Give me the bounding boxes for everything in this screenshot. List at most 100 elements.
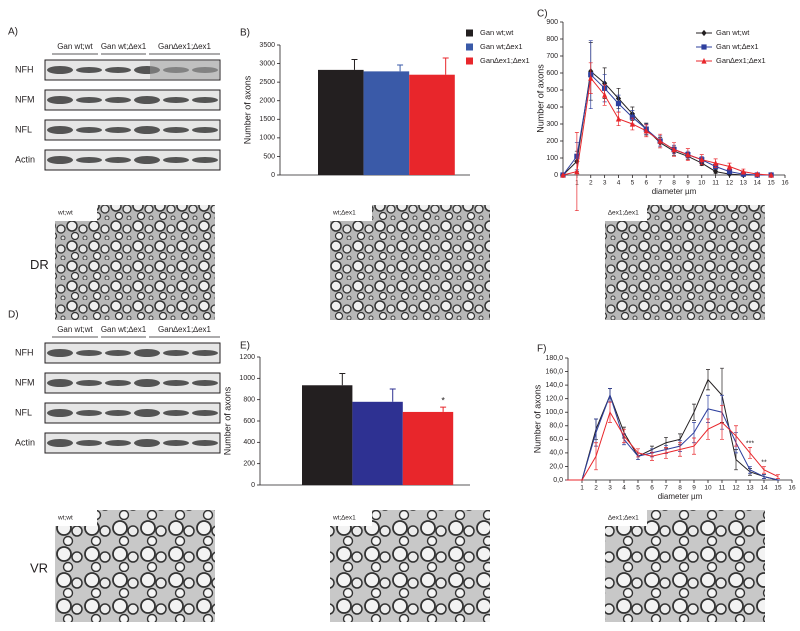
micrograph — [55, 510, 215, 622]
x-tick-label: 2 — [594, 485, 598, 492]
blot-band — [47, 66, 73, 74]
x-tick-label: 1 — [580, 485, 584, 492]
panel-label: C) — [537, 9, 548, 20]
row-label: Actin — [15, 154, 35, 164]
annotation: ** — [761, 459, 767, 466]
x-tick-label: 9 — [686, 180, 690, 187]
micrograph-inset — [55, 205, 97, 221]
line — [562, 76, 772, 176]
y-tick-label: 1000 — [239, 375, 255, 382]
group-label: Gan wt;wt — [57, 42, 93, 51]
error-bar — [706, 418, 710, 440]
group-label: Gan∆ex1;∆ex1 — [158, 42, 211, 51]
y-tick-label: 2000 — [259, 98, 275, 105]
blot-band — [134, 349, 160, 357]
annotation: *** — [746, 440, 754, 447]
legend-label: Gan wt;∆ex1 — [480, 42, 523, 51]
y-tick-label: 900 — [546, 19, 558, 26]
x-tick-label: 8 — [672, 180, 676, 187]
marker — [615, 115, 622, 122]
micrograph — [330, 205, 490, 320]
micrograph-label: ∆ex1;∆ex1 — [608, 210, 639, 217]
x-tick-label: 10 — [698, 180, 706, 187]
legend-label: Gan wt;∆ex1 — [716, 42, 759, 51]
row-label: Actin — [15, 437, 35, 447]
y-tick-label: 500 — [546, 87, 558, 94]
blot-band — [192, 157, 218, 163]
marker — [726, 163, 733, 170]
legend-label: Gan wt;wt — [716, 28, 750, 37]
blot-band — [105, 440, 131, 446]
blot-band — [192, 97, 218, 103]
blot-band — [47, 156, 73, 164]
blot-band — [105, 380, 131, 386]
y-tick-label: 20,0 — [549, 463, 563, 470]
blot-band — [76, 67, 102, 73]
blot-band — [163, 440, 189, 446]
x-tick-label: 9 — [692, 485, 696, 492]
micrograph — [605, 510, 765, 622]
y-tick-label: 2500 — [259, 79, 275, 86]
x-tick-label: 7 — [658, 180, 662, 187]
x-tick-label: 16 — [781, 180, 789, 187]
blot-band — [163, 157, 189, 163]
x-tick-label: 15 — [768, 180, 776, 187]
blot — [44, 89, 221, 111]
blot-band — [105, 127, 131, 133]
row-label: NFH — [15, 64, 34, 74]
error-bar — [351, 58, 358, 70]
micrograph-inset — [55, 510, 97, 526]
blot-band — [134, 379, 160, 387]
panel-label: B) — [240, 28, 250, 39]
panel-label: D) — [8, 310, 19, 321]
blot-band — [163, 350, 189, 356]
marker — [560, 171, 566, 178]
marker — [754, 171, 760, 177]
x-tick-label: 6 — [650, 485, 654, 492]
error-bar — [389, 388, 396, 402]
marker — [701, 44, 707, 50]
blot-band — [163, 410, 189, 416]
y-tick-label: 1500 — [259, 116, 275, 123]
row-label: NFL — [15, 407, 32, 417]
y-tick-label: 0 — [251, 482, 255, 489]
marker — [713, 168, 719, 175]
y-tick-label: 300 — [546, 121, 558, 128]
x-tick-label: 3 — [608, 485, 612, 492]
marker — [699, 156, 705, 163]
y-tick-label: 500 — [263, 153, 275, 160]
x-tick-label: 6 — [644, 180, 648, 187]
blot-band — [47, 126, 73, 134]
blot-band — [76, 440, 102, 446]
blot-band — [134, 126, 160, 134]
x-tick-label: 10 — [704, 485, 712, 492]
marker — [615, 101, 622, 107]
bar — [402, 411, 454, 485]
blot — [44, 402, 221, 424]
x-tick-label: 12 — [726, 180, 734, 187]
x-tick-label: 7 — [664, 485, 668, 492]
y-tick-label: 0 — [554, 172, 558, 179]
error-bar — [720, 405, 724, 440]
error-bar — [762, 474, 766, 479]
blot — [44, 149, 221, 171]
y-tick-label: 400 — [546, 104, 558, 111]
blot-band — [47, 96, 73, 104]
x-tick-label: 14 — [754, 180, 762, 187]
blot — [44, 372, 221, 394]
blot-band — [76, 350, 102, 356]
row-label: NFM — [15, 377, 35, 387]
bar — [363, 71, 410, 175]
micrograph — [55, 205, 215, 320]
y-tick-label: 180,0 — [545, 355, 563, 362]
blot-band — [76, 127, 102, 133]
y-tick-label: 800 — [243, 397, 255, 404]
blot-band — [163, 97, 189, 103]
blot-band — [76, 157, 102, 163]
y-tick-label: 600 — [243, 418, 255, 425]
row-label: NFH — [15, 347, 34, 357]
x-tick-label: 13 — [740, 180, 748, 187]
x-tick-label: 11 — [719, 485, 726, 492]
y-tick-label: 0 — [271, 172, 275, 179]
